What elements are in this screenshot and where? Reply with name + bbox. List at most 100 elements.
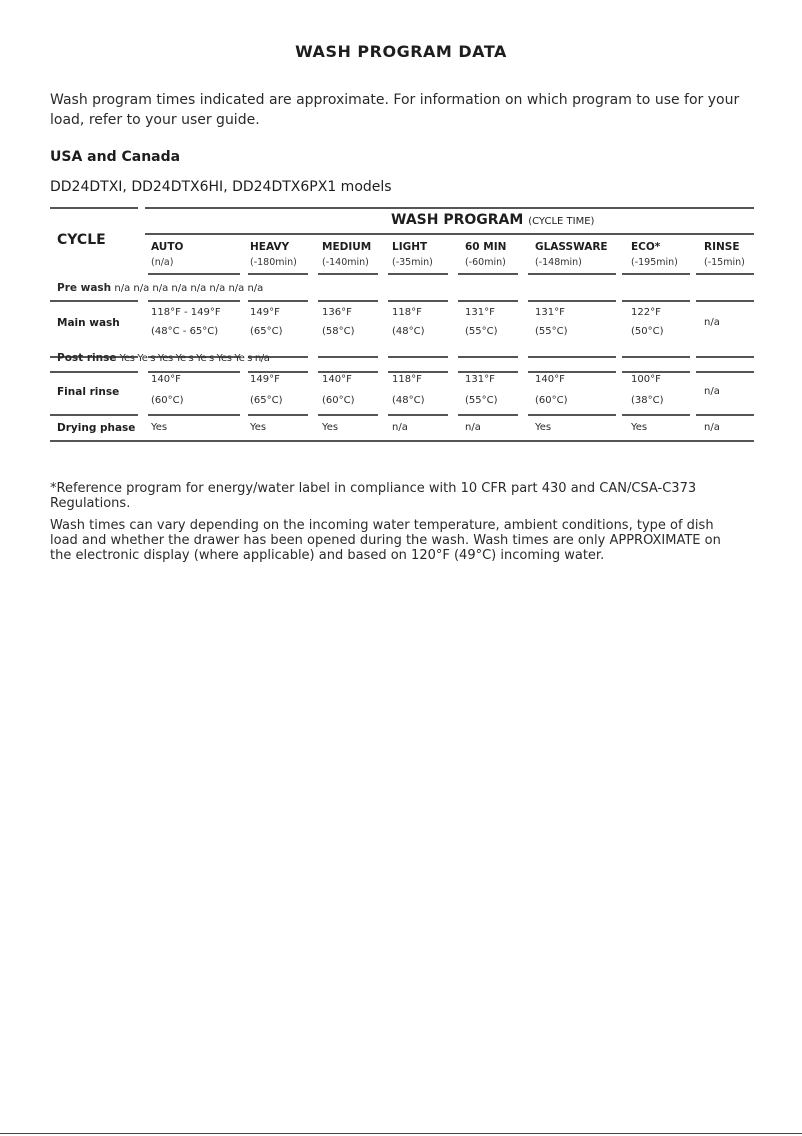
main-wash-celsius: (58°C) — [322, 326, 355, 337]
drying-phase-value: n/a — [465, 422, 481, 433]
table-rule — [622, 273, 690, 275]
table-rule — [388, 371, 448, 373]
table-rule — [318, 414, 378, 416]
table-rule — [696, 414, 754, 416]
drying-phase-value: Yes — [535, 422, 552, 433]
final-rinse-fahrenheit: 100°F — [631, 374, 661, 385]
table-rule — [318, 356, 378, 358]
program-header: MEDIUM — [322, 241, 372, 253]
main-wash-celsius: (55°C) — [465, 326, 498, 337]
table-rule — [622, 356, 690, 358]
table-rule — [50, 356, 138, 358]
cycle-header: CYCLE — [57, 232, 106, 248]
table-rule — [50, 371, 138, 373]
program-cycle-time: (-35min) — [392, 257, 433, 268]
row-label: Post rinse — [57, 352, 117, 364]
row-label: Pre wash — [57, 282, 112, 294]
table-rule — [50, 414, 138, 416]
final-rinse-value: n/a — [704, 386, 720, 397]
program-cycle-time: (n/a) — [151, 257, 174, 268]
program-cycle-time: (-15min) — [704, 257, 745, 268]
final-rinse-fahrenheit: 140°F — [322, 374, 352, 385]
table-rule — [696, 371, 754, 373]
table-rule — [458, 356, 518, 358]
drying-phase-value: Yes — [631, 422, 648, 433]
table-rule — [458, 300, 518, 302]
table-rule — [50, 207, 138, 209]
final-rinse-fahrenheit: 140°F — [535, 374, 565, 385]
drying-phase-value: Yes — [250, 422, 267, 433]
table-rule — [318, 371, 378, 373]
table-rule — [248, 371, 308, 373]
program-header: RINSE — [704, 241, 740, 253]
table-rule — [622, 414, 690, 416]
table-rule — [388, 356, 448, 358]
table-rule — [622, 300, 690, 302]
table-rule — [388, 300, 448, 302]
final-rinse-celsius: (38°C) — [631, 395, 664, 406]
wash-program-header: WASH PROGRAM (CYCLE TIME) — [391, 212, 594, 228]
table-rule — [696, 356, 754, 358]
final-rinse-fahrenheit: 140°F — [151, 374, 181, 385]
table-rule — [696, 300, 754, 302]
program-header: GLASSWARE — [535, 241, 608, 253]
program-cycle-time: (-180min) — [250, 257, 297, 268]
table-rule — [248, 300, 308, 302]
table-rule — [696, 273, 754, 275]
main-wash-celsius: (48°C - 65°C) — [151, 326, 219, 337]
drying-phase-value: Yes — [322, 422, 339, 433]
table-rule — [528, 300, 616, 302]
final-rinse-fahrenheit: 131°F — [465, 374, 495, 385]
table-rule — [528, 273, 616, 275]
page-bottom-divider — [0, 1133, 802, 1134]
main-wash-fahrenheit: 131°F — [465, 307, 495, 318]
table-rule — [148, 371, 240, 373]
table-rule — [458, 414, 518, 416]
drying-phase-value: Yes — [151, 422, 168, 433]
main-wash-celsius: (65°C) — [250, 326, 283, 337]
table-rule — [248, 414, 308, 416]
row-pre-wash: Pre wash n/a n/a n/a n/a n/a n/a n/a n/a — [57, 282, 263, 294]
program-header: LIGHT — [392, 241, 428, 253]
table-rule — [248, 356, 308, 358]
main-wash-celsius: (55°C) — [535, 326, 568, 337]
program-cycle-time: (-148min) — [535, 257, 582, 268]
final-rinse-celsius: (65°C) — [250, 395, 283, 406]
table-rule — [145, 207, 754, 209]
main-wash-fahrenheit: 136°F — [322, 307, 352, 318]
main-wash-fahrenheit: 118°F — [392, 307, 422, 318]
table-rule — [388, 273, 448, 275]
table-rule — [458, 273, 518, 275]
final-rinse-celsius: (60°C) — [535, 395, 568, 406]
table-rule — [148, 300, 240, 302]
table-bottom-rule — [50, 440, 754, 442]
wash-program-title: WASH PROGRAM — [391, 212, 524, 228]
program-header: ECO* — [631, 241, 661, 253]
drying-phase-value: n/a — [704, 422, 720, 433]
main-wash-celsius: (50°C) — [631, 326, 664, 337]
final-rinse-celsius: (48°C) — [392, 395, 425, 406]
footnotes: *Reference program for energy/water labe… — [50, 481, 730, 570]
program-cycle-time: (-60min) — [465, 257, 506, 268]
program-header: 60 MIN — [465, 241, 507, 253]
table-rule — [458, 371, 518, 373]
intro-text: Wash program times indicated are approxi… — [50, 92, 740, 128]
table-rule — [148, 356, 240, 358]
table-rule — [528, 356, 616, 358]
final-rinse-celsius: (55°C) — [465, 395, 498, 406]
main-wash-value: n/a — [704, 317, 720, 328]
final-rinse-fahrenheit: 118°F — [392, 374, 422, 385]
program-header: AUTO — [151, 241, 184, 253]
region-heading: USA and Canada — [50, 149, 181, 165]
program-header: HEAVY — [250, 241, 290, 253]
page-title: WASH PROGRAM DATA — [295, 42, 507, 61]
table-rule — [318, 273, 378, 275]
program-cycle-time: (-140min) — [322, 257, 369, 268]
models-heading: DD24DTXI, DD24DTX6HI, DD24DTX6PX1 models — [50, 179, 392, 195]
table-rule — [528, 414, 616, 416]
row-post-rinse: Post rinse Yes Ye s Yes Ye s Ye s Yes Ye… — [57, 352, 270, 364]
table-rule — [528, 371, 616, 373]
table-rule — [318, 300, 378, 302]
program-cycle-time: (-195min) — [631, 257, 678, 268]
main-wash-fahrenheit: 118°F - 149°F — [151, 307, 221, 318]
